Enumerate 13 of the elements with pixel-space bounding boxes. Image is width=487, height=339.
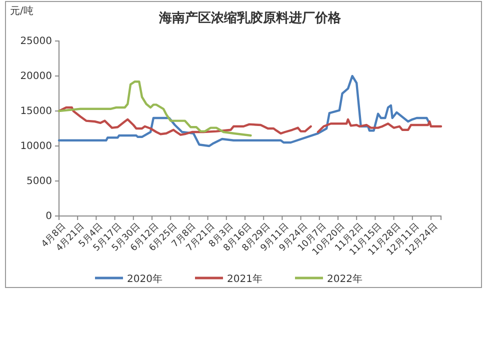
line-series [58, 80, 252, 137]
y-tick-label: 15000 [20, 106, 52, 118]
y-tick-label: 10000 [20, 141, 52, 152]
line-series [58, 74, 431, 148]
y-tick-label: 0 [46, 211, 52, 222]
chart-title: 海南产区浓缩乳胶原料进厂价格 [158, 10, 342, 26]
legend-label: 2022年 [327, 273, 362, 285]
legend-label: 2020年 [127, 273, 162, 285]
legend-label: 2021年 [227, 273, 262, 285]
y-tick-label: 20000 [20, 71, 52, 82]
y-axis-title: 元/吨 [10, 5, 34, 17]
y-tick-label: 25000 [20, 36, 52, 48]
y-tick-label: 5000 [26, 176, 52, 188]
